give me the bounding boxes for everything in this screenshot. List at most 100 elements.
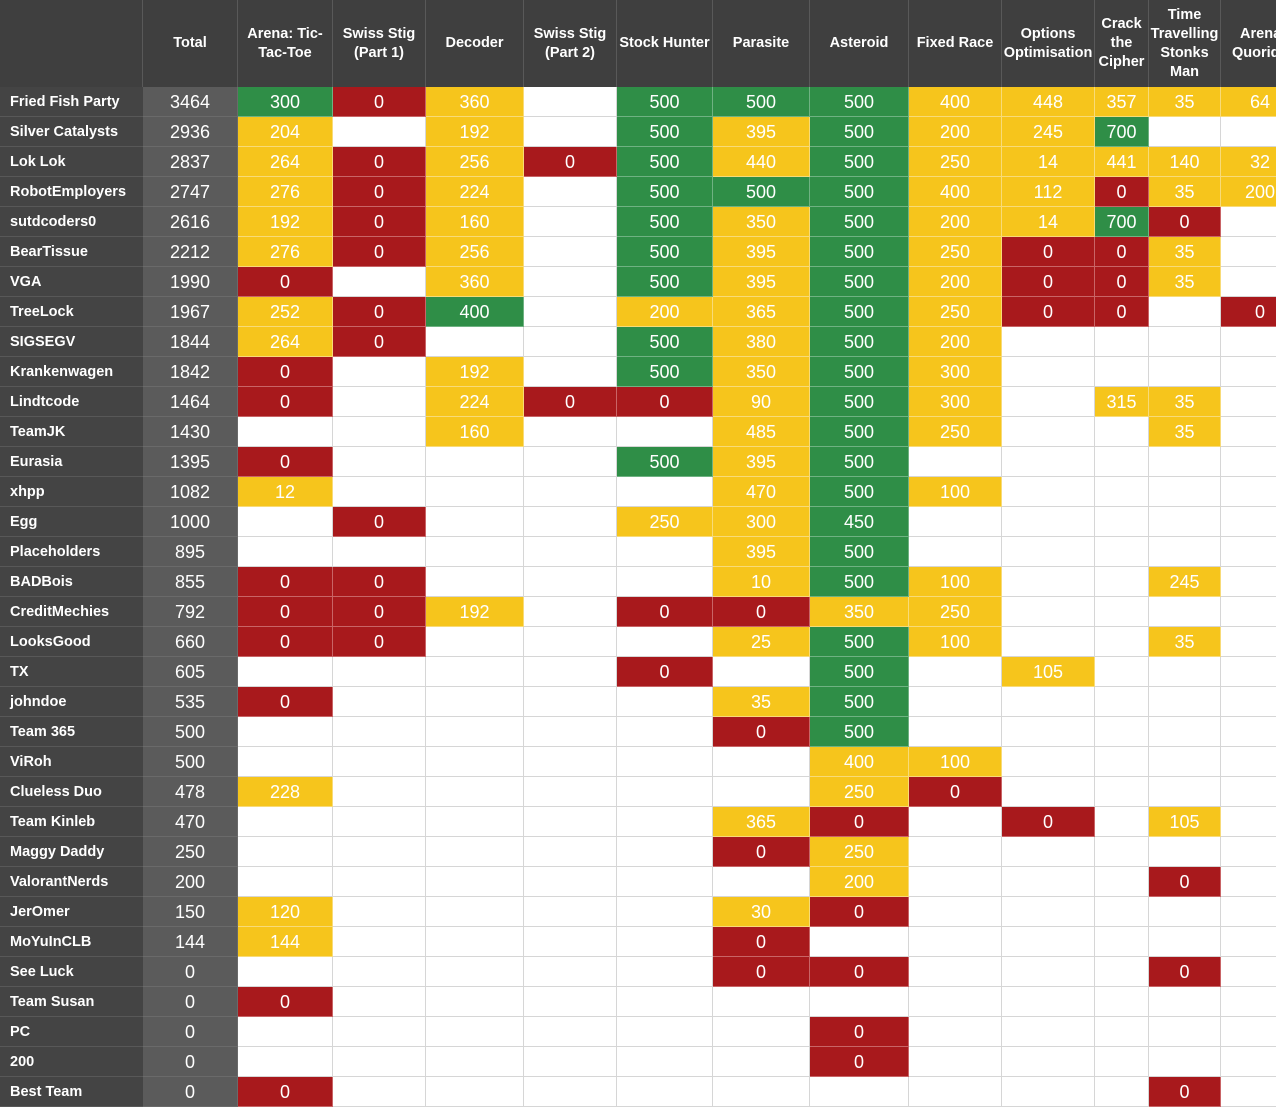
team-name: ViRoh bbox=[0, 747, 143, 777]
score-cell-options-optimisation: 0 bbox=[1002, 807, 1095, 837]
score-cell-time-travelling-stonks-man bbox=[1149, 447, 1221, 477]
column-header-asteroid[interactable]: Asteroid bbox=[810, 0, 909, 87]
score-cell-crack-the-cipher bbox=[1095, 417, 1149, 447]
score-cell-parasite: 0 bbox=[713, 927, 810, 957]
score-cell-stock-hunter bbox=[617, 987, 713, 1017]
score-cell-asteroid: 500 bbox=[810, 357, 909, 387]
score-cell-arena-tic-tac-toe: 0 bbox=[238, 447, 333, 477]
score-cell-arena-quoridor bbox=[1221, 1077, 1276, 1107]
score-cell-fixed-race: 250 bbox=[909, 147, 1002, 177]
score-cell-crack-the-cipher bbox=[1095, 687, 1149, 717]
score-cell-fixed-race: 400 bbox=[909, 87, 1002, 117]
total-score: 855 bbox=[143, 567, 238, 597]
score-cell-decoder bbox=[426, 957, 524, 987]
score-cell-fixed-race: 400 bbox=[909, 177, 1002, 207]
score-cell-arena-quoridor bbox=[1221, 687, 1276, 717]
score-cell-time-travelling-stonks-man: 35 bbox=[1149, 387, 1221, 417]
total-score: 200 bbox=[143, 867, 238, 897]
score-cell-swiss-stig-part-2 bbox=[524, 507, 617, 537]
score-cell-arena-tic-tac-toe: 276 bbox=[238, 177, 333, 207]
score-cell-crack-the-cipher: 700 bbox=[1095, 207, 1149, 237]
score-cell-swiss-stig-part-2 bbox=[524, 897, 617, 927]
score-cell-options-optimisation bbox=[1002, 597, 1095, 627]
total-score: 250 bbox=[143, 837, 238, 867]
column-header-arena-tic-tac-toe[interactable]: Arena: Tic-Tac-Toe bbox=[238, 0, 333, 87]
column-header-arena-quoridor[interactable]: Arena: Quoridor bbox=[1221, 0, 1276, 87]
column-header-decoder[interactable]: Decoder bbox=[426, 0, 524, 87]
score-cell-fixed-race: 100 bbox=[909, 627, 1002, 657]
score-cell-decoder: 360 bbox=[426, 87, 524, 117]
team-name: ValorantNerds bbox=[0, 867, 143, 897]
score-cell-options-optimisation bbox=[1002, 957, 1095, 987]
score-cell-time-travelling-stonks-man bbox=[1149, 747, 1221, 777]
score-cell-asteroid: 500 bbox=[810, 297, 909, 327]
team-name: JerOmer bbox=[0, 897, 143, 927]
header-team-column[interactable] bbox=[0, 0, 143, 87]
score-cell-swiss-stig-part-2 bbox=[524, 177, 617, 207]
score-cell-fixed-race: 250 bbox=[909, 297, 1002, 327]
column-header-swiss-stig-part-2[interactable]: Swiss Stig (Part 2) bbox=[524, 0, 617, 87]
score-cell-decoder: 400 bbox=[426, 297, 524, 327]
score-cell-time-travelling-stonks-man bbox=[1149, 537, 1221, 567]
team-name: TX bbox=[0, 657, 143, 687]
score-cell-arena-tic-tac-toe: 0 bbox=[238, 987, 333, 1017]
total-score: 895 bbox=[143, 537, 238, 567]
score-cell-swiss-stig-part-1 bbox=[333, 867, 426, 897]
score-cell-time-travelling-stonks-man bbox=[1149, 1017, 1221, 1047]
score-cell-arena-quoridor bbox=[1221, 987, 1276, 1017]
total-score: 2936 bbox=[143, 117, 238, 147]
column-header-time-travelling-stonks-man[interactable]: Time Travelling Stonks Man bbox=[1149, 0, 1221, 87]
column-header-total[interactable]: Total bbox=[143, 0, 238, 87]
score-cell-asteroid: 0 bbox=[810, 957, 909, 987]
score-cell-stock-hunter bbox=[617, 807, 713, 837]
score-cell-crack-the-cipher bbox=[1095, 927, 1149, 957]
column-header-crack-the-cipher[interactable]: Crack the Cipher bbox=[1095, 0, 1149, 87]
score-cell-asteroid: 200 bbox=[810, 867, 909, 897]
score-cell-options-optimisation bbox=[1002, 567, 1095, 597]
score-cell-swiss-stig-part-1: 0 bbox=[333, 297, 426, 327]
score-cell-fixed-race bbox=[909, 687, 1002, 717]
column-header-stock-hunter[interactable]: Stock Hunter bbox=[617, 0, 713, 87]
score-cell-options-optimisation bbox=[1002, 867, 1095, 897]
score-cell-swiss-stig-part-2 bbox=[524, 297, 617, 327]
column-header-options-optimisation[interactable]: Options Optimisation bbox=[1002, 0, 1095, 87]
total-score: 605 bbox=[143, 657, 238, 687]
score-cell-decoder: 224 bbox=[426, 177, 524, 207]
score-cell-crack-the-cipher bbox=[1095, 327, 1149, 357]
score-cell-swiss-stig-part-2 bbox=[524, 987, 617, 1017]
score-cell-time-travelling-stonks-man bbox=[1149, 897, 1221, 927]
score-cell-options-optimisation bbox=[1002, 537, 1095, 567]
score-cell-swiss-stig-part-2 bbox=[524, 87, 617, 117]
score-cell-asteroid bbox=[810, 927, 909, 957]
team-name: Lindtcode bbox=[0, 387, 143, 417]
score-cell-swiss-stig-part-1 bbox=[333, 657, 426, 687]
team-name: Team Susan bbox=[0, 987, 143, 1017]
score-cell-fixed-race bbox=[909, 717, 1002, 747]
score-cell-arena-tic-tac-toe: 264 bbox=[238, 147, 333, 177]
score-cell-options-optimisation bbox=[1002, 1047, 1095, 1077]
score-cell-asteroid: 500 bbox=[810, 687, 909, 717]
total-score: 1967 bbox=[143, 297, 238, 327]
score-cell-parasite: 500 bbox=[713, 177, 810, 207]
score-cell-options-optimisation bbox=[1002, 1017, 1095, 1047]
score-cell-decoder bbox=[426, 477, 524, 507]
column-header-swiss-stig-part-1[interactable]: Swiss Stig (Part 1) bbox=[333, 0, 426, 87]
team-name: PC bbox=[0, 1017, 143, 1047]
score-cell-parasite bbox=[713, 777, 810, 807]
column-header-fixed-race[interactable]: Fixed Race bbox=[909, 0, 1002, 87]
score-cell-swiss-stig-part-2 bbox=[524, 537, 617, 567]
score-cell-swiss-stig-part-1 bbox=[333, 117, 426, 147]
score-cell-swiss-stig-part-2 bbox=[524, 327, 617, 357]
score-cell-crack-the-cipher: 0 bbox=[1095, 267, 1149, 297]
score-cell-swiss-stig-part-1 bbox=[333, 897, 426, 927]
score-cell-arena-tic-tac-toe bbox=[238, 507, 333, 537]
column-header-parasite[interactable]: Parasite bbox=[713, 0, 810, 87]
score-cell-options-optimisation bbox=[1002, 717, 1095, 747]
score-cell-decoder: 360 bbox=[426, 267, 524, 297]
score-cell-crack-the-cipher bbox=[1095, 747, 1149, 777]
score-cell-swiss-stig-part-1 bbox=[333, 387, 426, 417]
team-name: Clueless Duo bbox=[0, 777, 143, 807]
score-cell-fixed-race bbox=[909, 987, 1002, 1017]
score-cell-crack-the-cipher: 700 bbox=[1095, 117, 1149, 147]
score-cell-swiss-stig-part-2 bbox=[524, 957, 617, 987]
